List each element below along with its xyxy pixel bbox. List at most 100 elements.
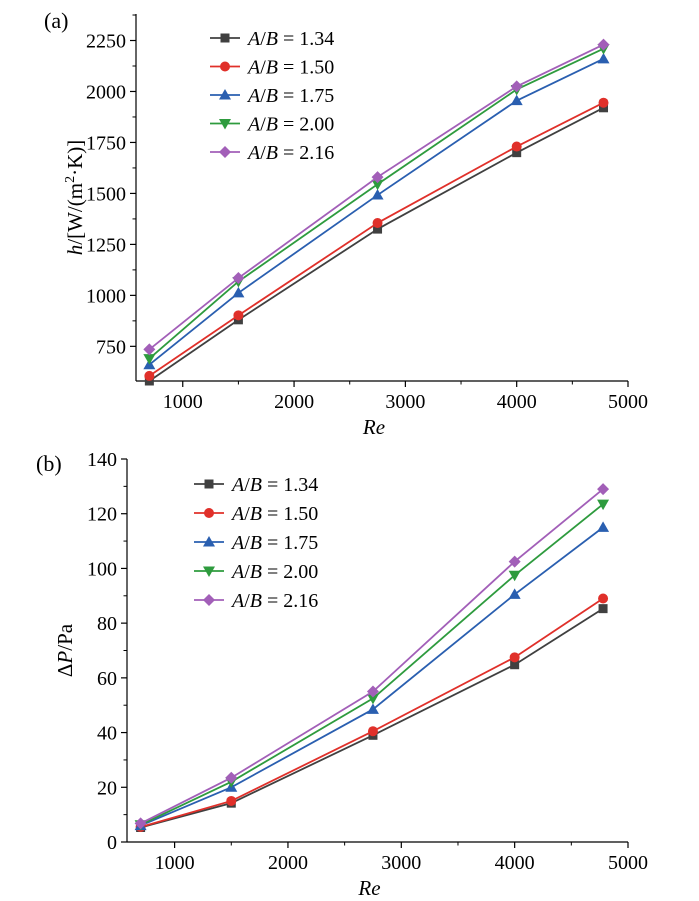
data-point bbox=[367, 726, 378, 737]
legend-marker bbox=[219, 119, 231, 130]
data-point bbox=[597, 483, 610, 496]
series-line bbox=[140, 503, 604, 826]
panel-label: (a) bbox=[44, 8, 68, 33]
x-tick-label: 1000 bbox=[155, 852, 195, 874]
data-point bbox=[508, 588, 521, 599]
x-axis-label: Re bbox=[362, 415, 385, 439]
data-point bbox=[226, 795, 237, 806]
legend-label: A/B = 2.00 bbox=[230, 561, 318, 583]
data-point bbox=[366, 703, 379, 714]
data-point bbox=[508, 555, 521, 568]
series-2-16 bbox=[143, 38, 610, 356]
data-point bbox=[597, 499, 610, 511]
y-tick-label: 60 bbox=[97, 668, 117, 690]
data-point bbox=[510, 660, 520, 670]
legend: A/B = 1.34 A/B = 1.50 A/B = 1.75 A/B = 2.00… bbox=[194, 474, 318, 612]
y-axis-label: ΔP/Pa bbox=[53, 623, 77, 677]
y-tick-label: 40 bbox=[97, 723, 117, 745]
legend-marker bbox=[220, 33, 230, 43]
legend-label: A/B = 1.50 bbox=[246, 57, 334, 79]
series-line bbox=[140, 607, 604, 829]
legend: A/B = 1.34 A/B = 1.50 A/B = 1.75 A/B = 2.00… bbox=[210, 28, 334, 164]
legend-label: A/B = 1.34 bbox=[230, 474, 318, 496]
data-point bbox=[366, 693, 379, 705]
data-point bbox=[510, 94, 523, 106]
series-1-34 bbox=[144, 103, 609, 386]
data-point bbox=[143, 343, 156, 356]
legend-item: A/B = 1.34 bbox=[210, 28, 334, 50]
legend-item: A/B = 1.34 bbox=[194, 474, 318, 496]
data-point bbox=[144, 370, 155, 381]
data-point bbox=[597, 38, 610, 51]
data-point bbox=[598, 604, 608, 614]
data-point bbox=[508, 570, 521, 582]
data-point bbox=[366, 685, 379, 698]
data-point bbox=[598, 97, 609, 108]
legend-item: A/B = 2.00 bbox=[194, 561, 318, 583]
data-point bbox=[597, 52, 610, 64]
y-tick-label: 2000 bbox=[86, 81, 126, 103]
y-tick-label: 20 bbox=[97, 777, 117, 799]
legend-item: A/B = 1.50 bbox=[194, 503, 318, 525]
data-point bbox=[144, 376, 154, 386]
y-tick-label: 750 bbox=[96, 336, 126, 358]
x-tick-label: 4000 bbox=[495, 852, 535, 874]
data-point bbox=[599, 103, 609, 113]
series-line bbox=[148, 106, 604, 382]
legend-marker bbox=[204, 508, 214, 518]
x-tick-label: 4000 bbox=[497, 391, 537, 413]
data-point bbox=[371, 179, 384, 191]
x-tick-label: 1000 bbox=[163, 391, 203, 413]
data-point bbox=[134, 817, 147, 830]
legend-label: A/B = 2.16 bbox=[246, 142, 334, 164]
series-2-16 bbox=[134, 483, 610, 830]
legend-marker bbox=[203, 536, 215, 547]
data-point bbox=[232, 272, 245, 285]
y-tick-label: 2250 bbox=[86, 31, 126, 53]
legend-marker bbox=[204, 479, 214, 489]
data-point bbox=[372, 217, 383, 228]
series-2-00 bbox=[143, 44, 610, 365]
data-point bbox=[512, 148, 522, 158]
legend-item: A/B = 1.75 bbox=[210, 85, 334, 107]
panel-label: (b) bbox=[36, 451, 62, 476]
series-1-50 bbox=[135, 593, 609, 832]
data-point bbox=[511, 141, 522, 152]
legend-label: A/B = 1.75 bbox=[230, 532, 318, 554]
x-tick-label: 5000 bbox=[608, 391, 648, 413]
legend-item: A/B = 1.75 bbox=[194, 532, 318, 554]
data-point bbox=[371, 171, 384, 184]
x-tick-label: 5000 bbox=[608, 852, 648, 874]
series-line bbox=[148, 58, 604, 366]
legend-item: A/B = 2.16 bbox=[194, 590, 318, 612]
y-tick-label: 120 bbox=[87, 504, 117, 526]
y-tick-label: 80 bbox=[97, 613, 117, 635]
data-point bbox=[509, 652, 520, 663]
x-tick-label: 2000 bbox=[268, 852, 308, 874]
panel-b: (b) 1000 2000 3000 4000 5000 0 20 40 60 80 100 120 14… bbox=[36, 449, 648, 900]
data-point bbox=[510, 80, 523, 93]
series-1-50 bbox=[144, 97, 609, 381]
data-point bbox=[598, 593, 609, 604]
x-axis-label: Re bbox=[357, 876, 380, 900]
legend-marker bbox=[220, 61, 230, 72]
data-point bbox=[232, 286, 245, 298]
y-tick-label: 140 bbox=[87, 449, 117, 471]
y-tick-label: 1500 bbox=[86, 183, 126, 205]
legend-label: A/B = 2.00 bbox=[246, 114, 334, 136]
data-point bbox=[597, 521, 610, 532]
panel-a: (a) 1000 2000 3000 4000 5000 750 1000 1250 1500 17… bbox=[44, 8, 648, 439]
legend-marker bbox=[219, 146, 231, 158]
legend-label: A/B = 1.34 bbox=[246, 28, 334, 50]
x-tick-label: 3000 bbox=[381, 852, 421, 874]
legend-item: A/B = 2.16 bbox=[210, 142, 334, 164]
legend-label: A/B = 1.75 bbox=[246, 85, 334, 107]
y-tick-label: 100 bbox=[87, 558, 117, 580]
legend-item: A/B = 1.50 bbox=[210, 57, 334, 79]
x-tick-label: 3000 bbox=[385, 391, 425, 413]
legend-item: A/B = 2.00 bbox=[210, 114, 334, 136]
y-axis-label: h/[W/(m2·K)] bbox=[63, 140, 87, 255]
y-tick-label: 1250 bbox=[86, 234, 126, 256]
series-2-00 bbox=[134, 499, 610, 831]
